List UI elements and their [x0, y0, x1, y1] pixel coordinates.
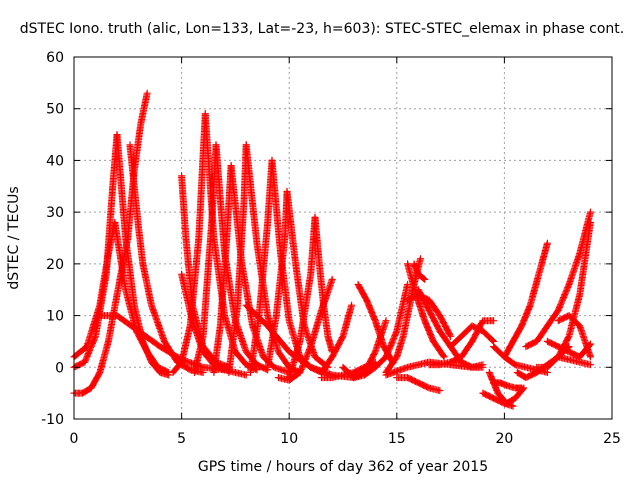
- series-41: [479, 389, 517, 410]
- y-tick-label: 20: [46, 257, 64, 273]
- series-27: [307, 301, 356, 377]
- y-tick-label: 60: [46, 50, 64, 66]
- ticks: [73, 56, 613, 420]
- series-30: [350, 280, 412, 382]
- series-31: [354, 280, 397, 366]
- series-43: [500, 239, 551, 361]
- x-tick-label: 10: [280, 431, 298, 447]
- chart-title: dSTEC Iono. truth (alic, Lon=133, Lat=-2…: [20, 21, 624, 37]
- plot-frame: [73, 56, 613, 420]
- series-6: [126, 141, 147, 268]
- y-tick-label: 50: [46, 102, 64, 118]
- series-49: [554, 312, 595, 361]
- x-tick-label: 25: [603, 431, 621, 447]
- tick-labels: 0 5 10 15 20 25 -10 0 10 20 30 40 50 60: [41, 50, 621, 447]
- x-tick-label: 0: [70, 431, 79, 447]
- series-48: [554, 353, 595, 369]
- y-tick-label: 30: [46, 205, 64, 221]
- series-19: [246, 156, 276, 377]
- series-17: [225, 141, 250, 377]
- y-tick-label: -10: [41, 412, 64, 428]
- series-26: [274, 275, 336, 384]
- x-tick-label: 20: [495, 431, 513, 447]
- y-axis-label: dSTEC / TECUs: [6, 186, 22, 289]
- series-layer: [70, 89, 595, 410]
- series-15: [210, 162, 235, 377]
- series-34: [393, 374, 444, 395]
- y-tick-label: 0: [55, 360, 64, 376]
- y-tick-label: 10: [46, 309, 64, 325]
- x-tick-label: 15: [388, 431, 406, 447]
- series-51: [447, 322, 498, 351]
- series-50: [410, 260, 429, 283]
- series-0: [70, 131, 121, 371]
- x-axis-label: GPS time / hours of day 362 of year 2015: [198, 459, 488, 475]
- series-40: [490, 379, 526, 392]
- x-tick-label: 5: [177, 431, 186, 447]
- y-tick-label: 40: [46, 153, 64, 169]
